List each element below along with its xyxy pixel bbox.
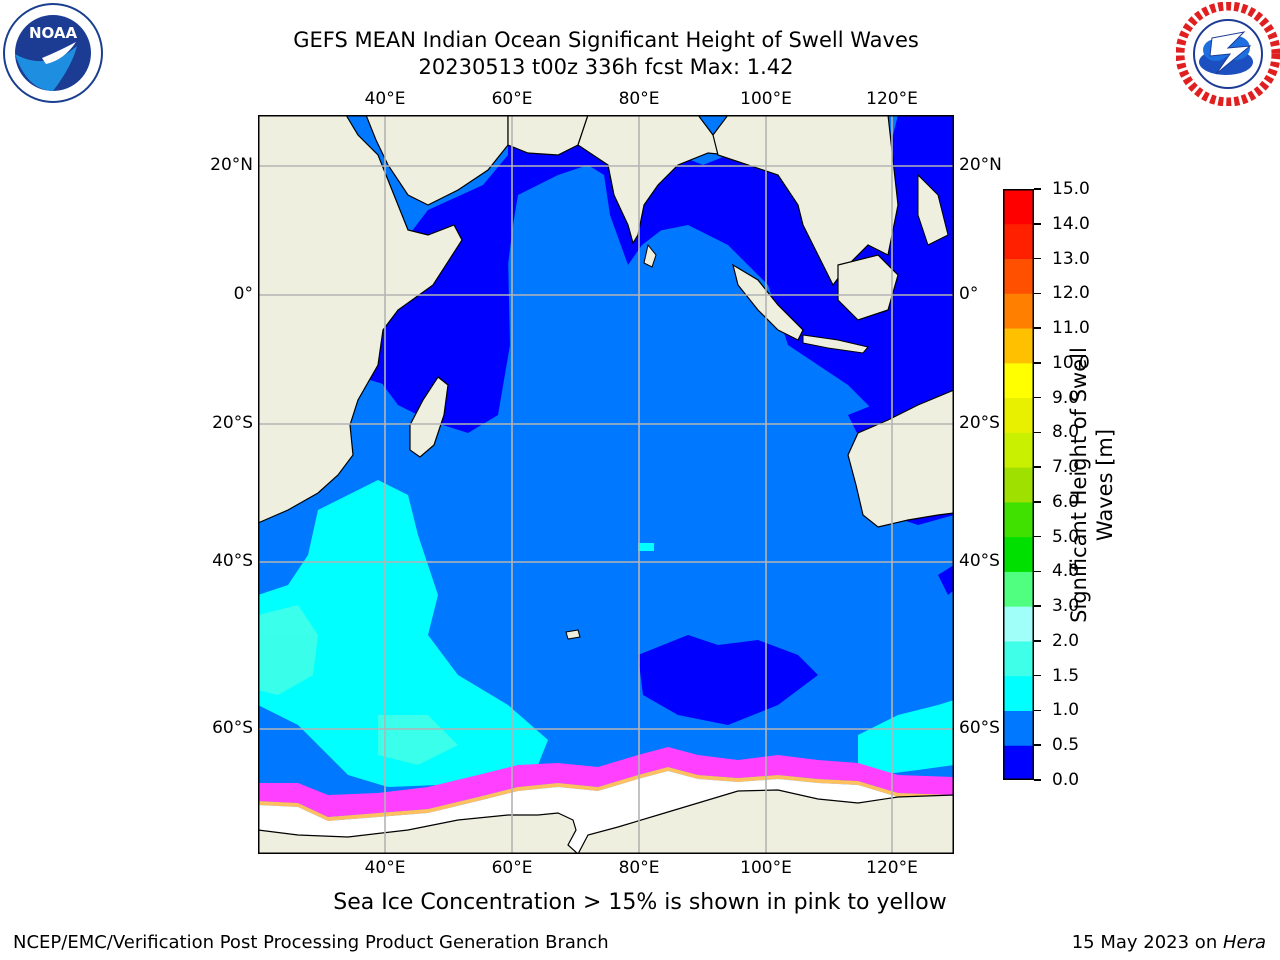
colorbar-swatches [1003, 189, 1034, 781]
colorbar-tick-12 [1034, 362, 1041, 364]
colorbar-swatch-16 [1003, 189, 1034, 225]
colorbar-frame [1003, 189, 1034, 780]
footer-credit: NCEP/EMC/Verification Post Processing Pr… [13, 932, 609, 953]
colorbar-tick-label-14: 12.0 [1052, 283, 1090, 304]
colorbar-tick-label-7: 5.0 [1052, 526, 1080, 547]
lon-tick-top-120e: 120°E [866, 89, 918, 109]
colorbar-tick-8 [1034, 501, 1041, 503]
graticule [258, 115, 954, 854]
colorbar-tick-5 [1034, 605, 1041, 607]
colorbar-tick-label-11: 9.0 [1052, 387, 1080, 408]
colorbar-tick-11 [1034, 396, 1041, 399]
map-frame [258, 115, 954, 854]
lon-tick-bottom-100e: 100°E [740, 858, 792, 878]
colorbar-swatch-11 [1003, 362, 1034, 399]
lat-tick-right-20s: 20°S [959, 413, 1000, 433]
lat-tick-left-20n: 20°N [210, 155, 253, 175]
colorbar-tick-label-17: 15.0 [1052, 179, 1090, 199]
colorbar-label-line1: Significant Height of Swell [1067, 347, 1091, 623]
colorbar-tick-6 [1034, 570, 1041, 573]
colorbar-tick-15 [1034, 257, 1041, 260]
colorbar-swatch-8 [1003, 467, 1034, 503]
colorbar-swatch-2 [1003, 675, 1034, 711]
lat-tick-left-60s: 60°S [212, 718, 253, 738]
colorbar-tick-7 [1034, 535, 1041, 538]
colorbar-tick-label-15: 13.0 [1052, 248, 1090, 269]
lon-tick-top-60e: 60°E [491, 89, 533, 109]
lat-tick-right-0: 0° [959, 284, 979, 304]
lat-tick-right-20n: 20°N [959, 155, 1002, 175]
colorbar-tick-label-2: 1.0 [1052, 700, 1080, 721]
lon-tick-top-100e: 100°E [740, 89, 792, 109]
national-weather-service-logo [1176, 2, 1280, 106]
colorbar-tick-label-13: 11.0 [1052, 318, 1090, 339]
colorbar-tick-label-5: 3.0 [1052, 596, 1080, 617]
map-subtitle: 20230513 t00z 336h fcst Max: 1.42 [418, 55, 794, 79]
lat-tick-left-20s: 20°S [212, 413, 253, 433]
colorbar-swatch-12 [1003, 328, 1034, 364]
colorbar-swatch-13 [1003, 293, 1034, 329]
noaa-logo-text: NOAA [29, 24, 78, 42]
colorbar-tick-label-3: 1.5 [1052, 665, 1080, 686]
colorbar-tick-label-0: 0.0 [1052, 770, 1080, 790]
colorbar-tick-label-10: 8.0 [1052, 422, 1080, 443]
colorbar-tick-label-12: 10.0 [1052, 352, 1090, 373]
india-land [577, 115, 730, 245]
colorbar-swatch-10 [1003, 397, 1034, 433]
colorbar-swatch-4 [1003, 606, 1034, 642]
lat-tick-right-40s: 40°S [959, 551, 1000, 571]
colorbar-tick-0 [1034, 779, 1041, 781]
colorbar-tick-label-16: 14.0 [1052, 213, 1090, 234]
colorbar-tick-16 [1034, 223, 1041, 225]
colorbar-tick-3 [1034, 674, 1041, 677]
colorbar-tick-4 [1034, 640, 1041, 642]
colorbar-tick-label-9: 7.0 [1052, 457, 1080, 478]
colorbar-tick-1 [1034, 744, 1041, 746]
moderate-swell-regions [258, 480, 954, 787]
sea-ice-edge [258, 747, 954, 817]
footer-date-text: 15 May 2023 on [1071, 932, 1223, 953]
lon-tick-bottom-80e: 80°E [618, 858, 660, 878]
sumatra-land [732, 263, 804, 341]
colorbar-swatch-1 [1003, 710, 1034, 746]
colorbar-swatch-5 [1003, 571, 1034, 607]
colorbar-tick-label-6: 4.0 [1052, 561, 1080, 582]
colorbar [1003, 189, 1034, 781]
footer-host: Hera [1222, 932, 1266, 953]
colorbar-tick-14 [1034, 292, 1041, 295]
lon-tick-top-40e: 40°E [364, 89, 406, 109]
map-title: GEFS MEAN Indian Ocean Significant Heigh… [293, 28, 919, 52]
footer-date: 15 May 2023 on Hera [1072, 932, 1266, 953]
colorbar-tick-label-1: 0.5 [1052, 735, 1080, 756]
lon-tick-bottom-60e: 60°E [491, 858, 533, 878]
madagascar-land [409, 376, 449, 458]
colorbar-swatch-15 [1003, 223, 1034, 260]
colorbar-tick-2 [1034, 709, 1041, 712]
lat-tick-left-0: 0° [233, 284, 253, 304]
colorbar-tick-13 [1034, 327, 1041, 329]
indian-ocean-map [258, 115, 954, 854]
sea-ice-caption: Sea Ice Concentration > 15% is shown in … [333, 890, 947, 915]
colorbar-swatch-6 [1003, 536, 1034, 572]
colorbar-tick-9 [1034, 466, 1041, 468]
lat-tick-left-40s: 40°S [212, 551, 253, 571]
colorbar-swatch-7 [1003, 501, 1034, 538]
colorbar-swatch-0 [1003, 745, 1034, 781]
colorbar-tick-label-8: 6.0 [1052, 491, 1080, 512]
lat-tick-right-60s: 60°S [959, 718, 1000, 738]
colorbar-swatch-9 [1003, 432, 1034, 468]
colorbar-tick-17 [1034, 188, 1041, 190]
colorbar-tick-label-4: 2.0 [1052, 630, 1080, 651]
lon-tick-bottom-40e: 40°E [364, 858, 406, 878]
colorbar-swatch-3 [1003, 640, 1034, 677]
colorbar-tick-10 [1034, 431, 1041, 434]
colorbar-swatch-14 [1003, 258, 1034, 294]
lon-tick-top-80e: 80°E [618, 89, 660, 109]
lon-tick-bottom-120e: 120°E [866, 858, 918, 878]
noaa-logo: NOAA [3, 3, 103, 103]
africa-land [258, 115, 463, 524]
colorbar-label-line2: Waves [m] [1093, 428, 1117, 542]
